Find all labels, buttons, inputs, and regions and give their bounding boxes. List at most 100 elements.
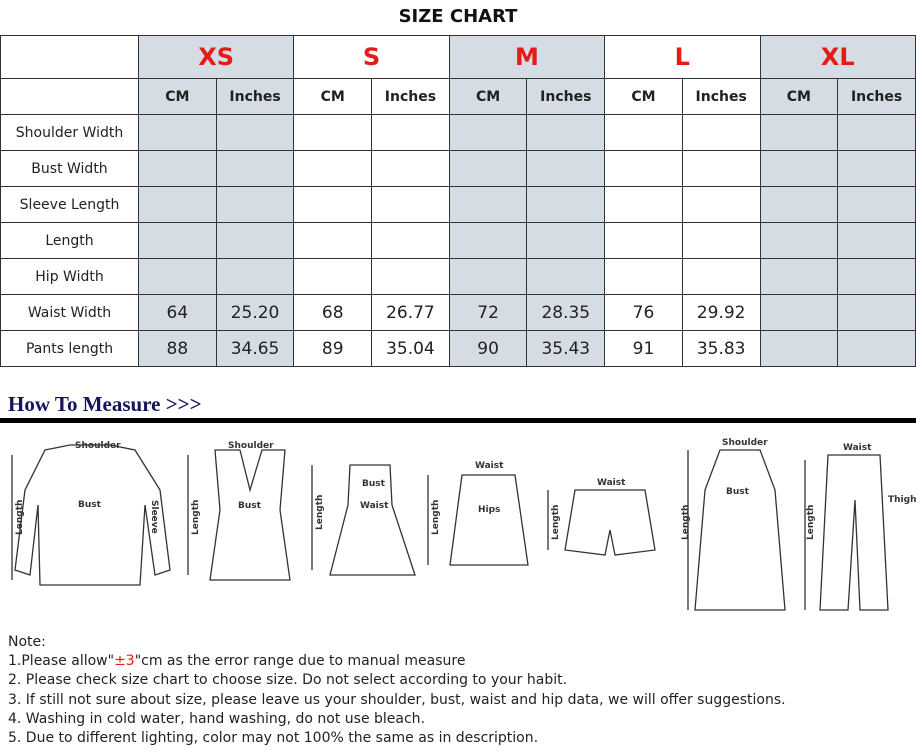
table-cell (215, 222, 295, 259)
table-cell (604, 258, 683, 295)
size-header: XL (759, 35, 916, 79)
row-label: Hip Width (0, 258, 139, 295)
notes: Note: 1.Please allow"±3"cm as the error … (8, 633, 786, 748)
svg-text:Shoulder: Shoulder (722, 438, 768, 448)
table-cell (681, 150, 761, 187)
table-cell (448, 222, 528, 259)
table-cell: 25.20 (215, 294, 295, 331)
table-cell (448, 150, 528, 187)
unit-header: CM (293, 78, 373, 115)
table-cell (759, 294, 839, 331)
shorts-illustration: Waist Length (547, 478, 656, 556)
table-cell (837, 258, 916, 295)
table-cell (681, 258, 761, 295)
svg-text:Length: Length (551, 505, 561, 540)
table-cell (681, 114, 761, 151)
blouse-illustration: Shoulder Bust Sleeve Length (11, 441, 171, 586)
size-header: S (293, 35, 450, 79)
how-to-measure-heading: How To Measure >>> (8, 392, 202, 416)
size-chart-table: XS S M L XL CM Inches CM Inches CM Inches CM Inches C… (0, 35, 916, 367)
size-header: M (448, 35, 606, 79)
row-label: Sleeve Length (0, 186, 139, 223)
table-cell (759, 150, 839, 187)
table-cell (138, 186, 217, 223)
svg-text:Length: Length (191, 500, 201, 535)
svg-text:Waist: Waist (360, 501, 389, 511)
table-cell (215, 114, 295, 151)
table-cell: 89 (293, 330, 373, 367)
table-cell: 88 (138, 330, 217, 367)
table-row: Sleeve Length (0, 186, 916, 223)
svg-text:Thigh: Thigh (888, 495, 916, 505)
table-cell: 72 (448, 294, 528, 331)
table-cell (215, 150, 295, 187)
table-cell (759, 330, 839, 367)
svg-text:Bust: Bust (78, 500, 102, 510)
table-row: Length (0, 222, 916, 259)
unit-header: Inches (837, 78, 916, 115)
table-cell (138, 114, 217, 151)
table-cell (604, 150, 683, 187)
measure-illustrations: Shoulder Bust Sleeve Length Shoulder Bus… (11, 438, 916, 611)
row-label: Pants length (0, 330, 139, 367)
svg-text:Shoulder: Shoulder (228, 441, 274, 451)
table-cell (293, 186, 373, 223)
note-5: 5. Due to different lighting, color may … (8, 730, 539, 747)
table-cell: 68 (293, 294, 373, 331)
corner-cell (0, 78, 139, 115)
pants-illustration: Waist Thigh Length (804, 443, 916, 611)
table-cell (604, 186, 683, 223)
table-cell (604, 222, 683, 259)
unit-header: CM (759, 78, 839, 115)
table-cell (138, 150, 217, 187)
note-4: 4. Washing in cold water, hand washing, … (8, 710, 425, 727)
table-cell (604, 114, 683, 151)
svg-text:Length: Length (681, 505, 691, 540)
svg-text:Bust: Bust (362, 479, 386, 489)
table-cell (837, 186, 916, 223)
table-cell (215, 258, 295, 295)
svg-text:Length: Length (15, 500, 25, 535)
page-title: SIZE CHART (398, 6, 518, 27)
table-cell (448, 114, 528, 151)
size-header: L (604, 35, 761, 79)
row-label: Shoulder Width (0, 114, 139, 151)
unit-header: Inches (681, 78, 761, 115)
svg-text:Waist: Waist (843, 443, 872, 453)
svg-text:Bust: Bust (726, 487, 750, 497)
table-cell: 64 (138, 294, 217, 331)
svg-text:Waist: Waist (475, 461, 504, 471)
svg-text:Sleeve: Sleeve (149, 500, 159, 534)
unit-header: CM (604, 78, 683, 115)
svg-text:Length: Length (806, 505, 816, 540)
table-cell (371, 186, 450, 223)
unit-header: CM (448, 78, 528, 115)
table-cell (837, 222, 916, 259)
divider (0, 418, 916, 423)
row-label: Waist Width (0, 294, 139, 331)
table-cell: 90 (448, 330, 528, 367)
corner-cell (0, 35, 139, 79)
unit-header: Inches (371, 78, 450, 115)
dress-illustration: Bust Waist Length (311, 464, 416, 576)
table-cell: 34.65 (215, 330, 295, 367)
table-cell (138, 258, 217, 295)
table-cell: 91 (604, 330, 683, 367)
table-cell (759, 114, 839, 151)
unit-header: Inches (215, 78, 295, 115)
table-cell (526, 258, 606, 295)
table-cell (138, 222, 217, 259)
skirt-illustration: Waist Hips Length (427, 461, 529, 566)
unit-header: CM (138, 78, 217, 115)
unit-header: Inches (526, 78, 606, 115)
table-cell (215, 186, 295, 223)
table-cell (681, 186, 761, 223)
size-header: XS (137, 35, 295, 79)
table-cell (681, 222, 761, 259)
table-cell: 28.35 (526, 294, 606, 331)
note-2: 2. Please check size chart to choose siz… (8, 672, 568, 689)
table-cell (371, 114, 450, 151)
table-cell (759, 222, 839, 259)
svg-text:Waist: Waist (597, 478, 626, 488)
table-cell (837, 150, 916, 187)
